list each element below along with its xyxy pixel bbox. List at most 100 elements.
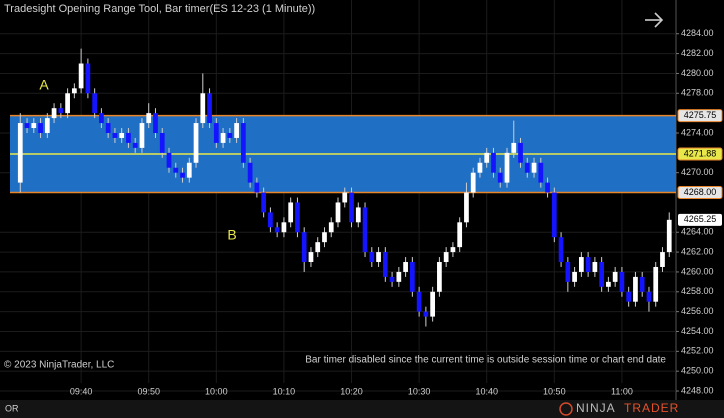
candle-body xyxy=(254,182,260,193)
candle-body xyxy=(328,222,334,233)
candle-body xyxy=(545,182,550,193)
candle-body xyxy=(146,113,152,124)
candle-body xyxy=(382,252,388,277)
candle-body xyxy=(126,132,131,143)
candle-body xyxy=(173,167,179,173)
candle-body xyxy=(166,152,172,168)
x-tick-label: 10:00 xyxy=(205,386,228,396)
y-tick-label: 4270.00 xyxy=(681,167,714,177)
x-tick-label: 10:10 xyxy=(273,386,296,396)
candle-body xyxy=(153,113,158,133)
y-tick-label: 4262.00 xyxy=(681,246,714,256)
candle-body xyxy=(666,219,672,253)
candle-body xyxy=(180,172,185,178)
last-price-label: 4265.25 xyxy=(684,214,717,224)
candle-body xyxy=(626,291,632,302)
message: Bar timer disabled since the current tim… xyxy=(305,355,666,366)
candle-body xyxy=(234,123,239,138)
candle-body xyxy=(51,108,57,119)
annotation: B xyxy=(227,227,236,243)
y-tick-label: 4250.00 xyxy=(681,366,714,376)
candle-body xyxy=(396,271,402,282)
candle-body xyxy=(315,242,321,253)
candle-body xyxy=(464,192,469,223)
candle-body xyxy=(58,108,64,114)
candle-body xyxy=(470,172,476,193)
x-tick-label: 11:00 xyxy=(611,386,633,396)
candle-body xyxy=(450,247,456,253)
candle-body xyxy=(403,262,408,272)
candle-body xyxy=(491,152,496,173)
candle-body xyxy=(261,192,267,213)
candle-body xyxy=(213,123,219,143)
annotation: A xyxy=(39,77,49,93)
logo-part: TRADER xyxy=(624,401,679,415)
price-tag-label: 4268.00 xyxy=(684,187,717,197)
opening-range xyxy=(10,114,676,194)
candle-body xyxy=(193,123,199,163)
candle-body xyxy=(139,123,145,148)
candle-body xyxy=(119,132,125,138)
y-tick-label: 4274.00 xyxy=(681,127,714,137)
candle-body xyxy=(38,123,43,133)
candle-body xyxy=(355,207,361,223)
candle-body xyxy=(288,202,294,223)
price-tag-label: 4271.88 xyxy=(684,148,717,158)
y-tick-label: 4256.00 xyxy=(681,306,714,316)
candle-body xyxy=(477,162,483,173)
candle-body xyxy=(606,281,611,287)
x-tick-label: 10:30 xyxy=(408,386,431,396)
candle-body xyxy=(308,252,314,263)
candle-body xyxy=(24,123,30,129)
tab[interactable]: OR xyxy=(5,403,19,413)
x-tick-label: 09:50 xyxy=(137,386,160,396)
candle-body xyxy=(295,202,300,233)
candle-body xyxy=(200,93,206,124)
candle-body xyxy=(322,232,327,243)
y-tick-label: 4260.00 xyxy=(681,266,714,276)
y-tick-label: 4280.00 xyxy=(681,68,714,78)
candle-body xyxy=(362,207,368,253)
candle-body xyxy=(585,257,591,272)
candle-body xyxy=(112,132,118,138)
candle-body xyxy=(301,232,307,263)
candle-body xyxy=(44,118,50,133)
last-price-tag xyxy=(678,213,722,226)
x-tick-label: 10:20 xyxy=(340,386,363,396)
candle-body xyxy=(78,63,84,89)
candle-body xyxy=(457,222,463,248)
candle-body xyxy=(572,271,577,282)
candle-body xyxy=(531,162,537,173)
candle-body xyxy=(423,311,429,317)
candle-body xyxy=(660,252,665,267)
price-tag xyxy=(677,147,723,161)
candle-body xyxy=(389,276,395,282)
candle-body xyxy=(227,132,233,138)
candle-body xyxy=(99,113,104,124)
chart-title: Tradesight Opening Range Tool, Bar timer… xyxy=(4,3,315,15)
copyright: © 2023 NinjaTrader, LLC xyxy=(4,360,114,371)
price-tag xyxy=(677,186,723,200)
candle-body xyxy=(71,88,77,94)
labels: 4275.75 4271.88 4268.00 4265.25 xyxy=(677,109,723,226)
candle-body xyxy=(85,63,91,94)
x-tick-label: 10:50 xyxy=(543,386,566,396)
candle-body xyxy=(639,276,645,292)
candle-body xyxy=(599,262,605,287)
candle-body xyxy=(274,227,280,233)
candle-body xyxy=(92,93,98,114)
candle-body xyxy=(565,262,571,282)
candle-body xyxy=(247,162,253,183)
logo-part: NINJA xyxy=(576,401,616,415)
candle-body xyxy=(437,262,442,292)
candle-body xyxy=(17,123,23,183)
candle-body xyxy=(416,291,422,312)
nav-arrow[interactable] xyxy=(645,12,664,28)
candle-body xyxy=(342,192,348,203)
candle-body xyxy=(369,252,375,263)
x-tick-label: 09:40 xyxy=(70,386,93,396)
candle-body xyxy=(220,132,226,143)
candle-body xyxy=(511,142,517,153)
candle-body xyxy=(646,291,652,302)
